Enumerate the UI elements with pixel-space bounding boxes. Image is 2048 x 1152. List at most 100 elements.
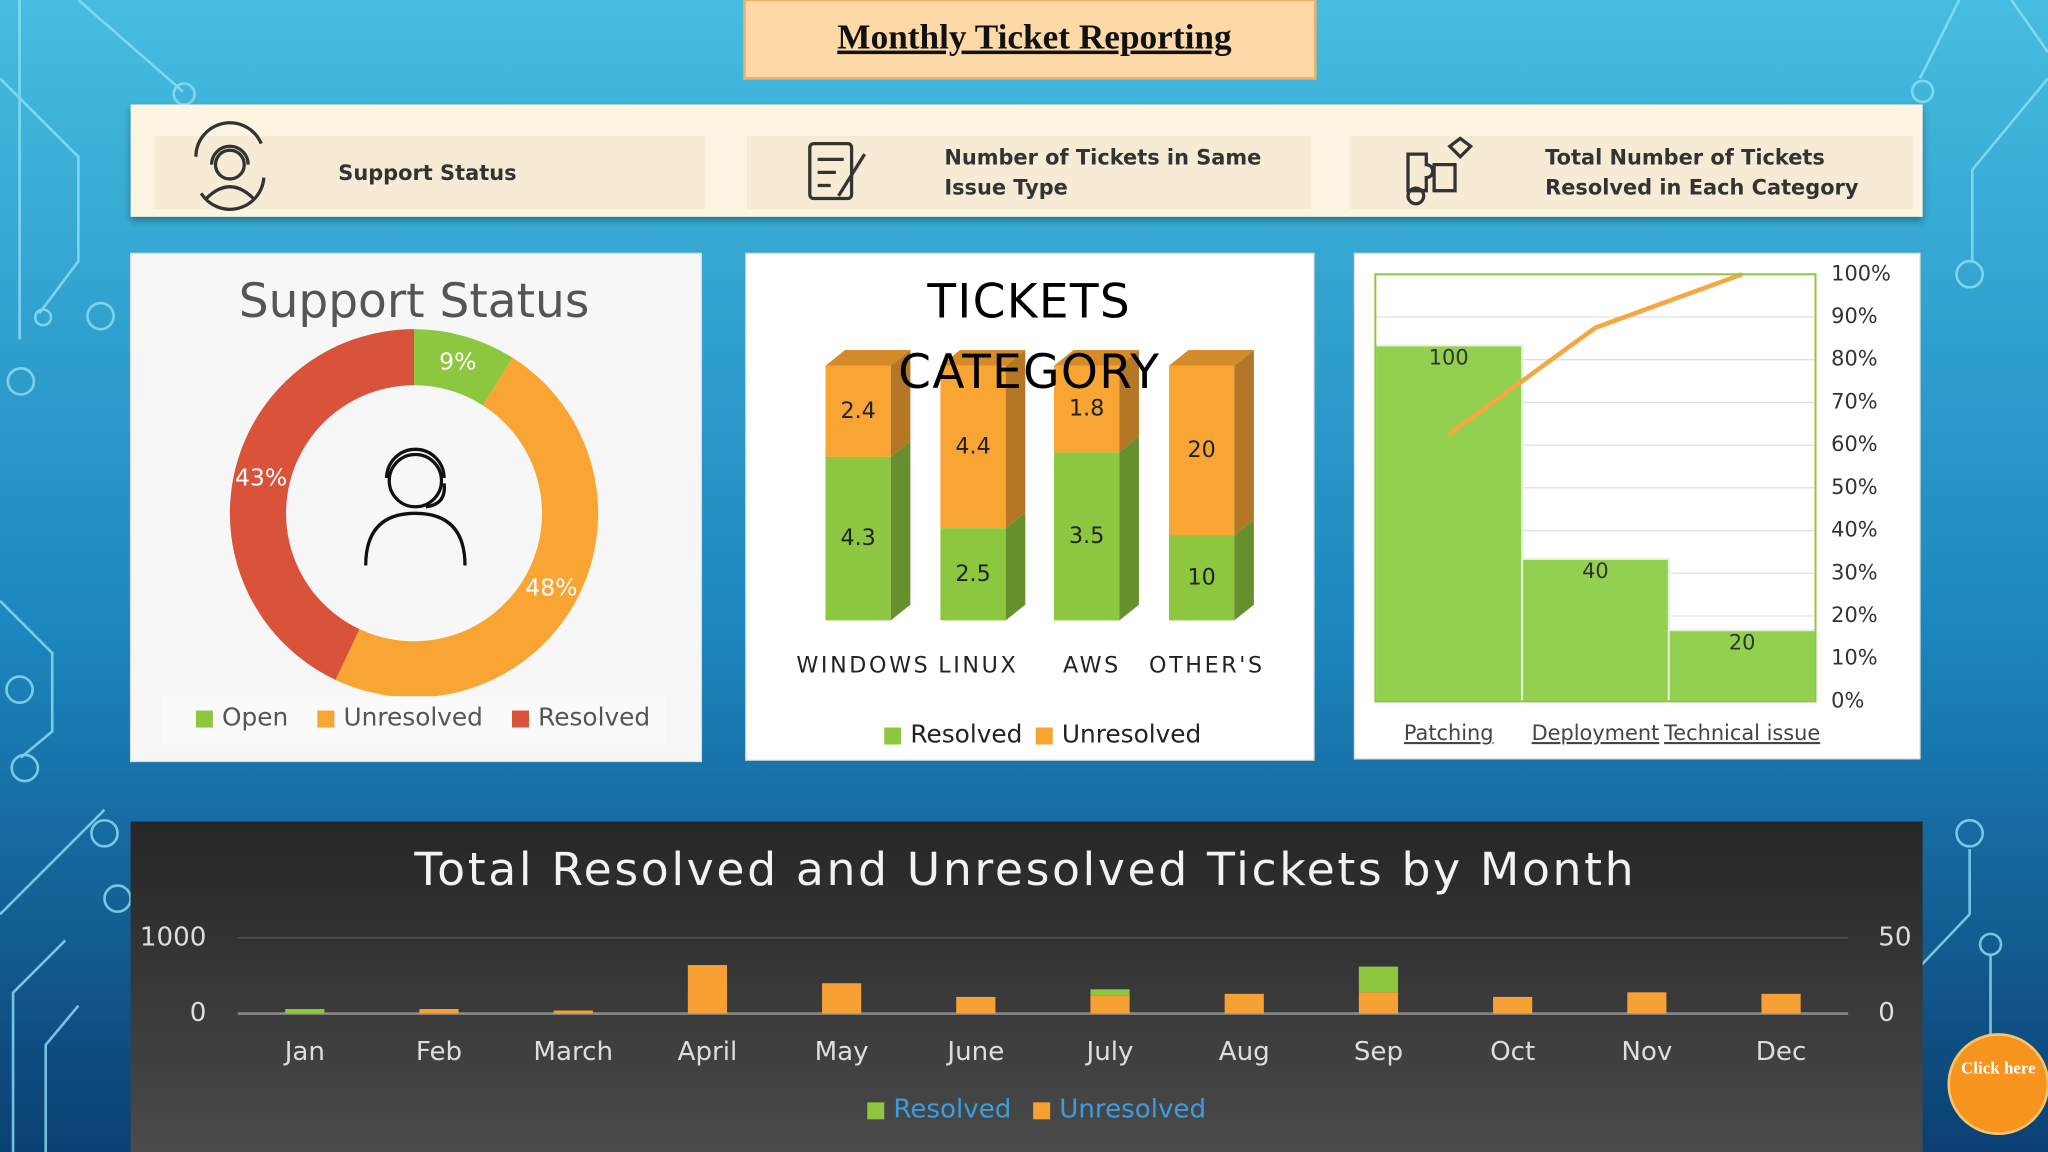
data-label: 10: [1188, 564, 1216, 590]
x-tick-label: June: [945, 1037, 1004, 1067]
y2-tick-label: 30%: [1831, 560, 1877, 584]
donut-segment: [335, 357, 599, 698]
x-tick-label: Aug: [1219, 1037, 1270, 1067]
bar-segment: [1761, 993, 1801, 1014]
bar-segment: [553, 1010, 593, 1014]
x-tick-label: Feb: [416, 1037, 462, 1067]
chart-title-box: TICKETS CATEGORY: [898, 275, 1161, 400]
bar-segment: [1168, 535, 1235, 621]
chart-title: TICKETS CATEGORY: [898, 275, 1161, 400]
y2-tick-label: 90%: [1831, 304, 1877, 328]
x-tick-label: OTHER'S: [1149, 653, 1265, 679]
y-tick-label: 0: [190, 998, 207, 1028]
bar-segment: [1493, 996, 1533, 1014]
plot-border: [1374, 273, 1817, 703]
bar-side-shade: [1119, 350, 1139, 453]
chart-title: Total Resolved and Unresolved Tickets by…: [413, 843, 1636, 896]
header-icons: [194, 121, 1474, 211]
x-tick-label: Patching: [1404, 721, 1494, 745]
legend-label: Open: [222, 702, 288, 731]
legend-label: Resolved: [910, 719, 1022, 748]
y2-tick-label: 50%: [1831, 475, 1877, 499]
bar: [1521, 558, 1670, 703]
data-label: 20: [1729, 630, 1756, 654]
x-tick-label: Technical issue: [1663, 721, 1820, 745]
bar-side-shade: [890, 441, 911, 621]
x-tick-label: March: [533, 1037, 613, 1067]
donut-segment: [414, 329, 513, 406]
y2-tick-label: 40%: [1831, 518, 1877, 542]
bar-segment: [1358, 966, 1399, 993]
x-tick-label: Dec: [1756, 1037, 1807, 1067]
bar-segment: [1090, 989, 1130, 996]
header-label: Total Number of Tickets Resolved in Each…: [1545, 144, 1859, 200]
bar-side-shade: [1005, 350, 1026, 529]
y2-tick-label: 70%: [1831, 389, 1877, 413]
page-title: Monthly Ticket Reporting: [837, 18, 1232, 57]
x-tick-label: July: [1085, 1037, 1134, 1067]
x-tick-label: Nov: [1621, 1037, 1672, 1067]
person-icon: [364, 447, 467, 566]
y-tick-label: 1000: [140, 922, 206, 952]
legend-swatch: [317, 710, 335, 728]
legend-swatch: [195, 710, 213, 728]
data-label: 43%: [235, 464, 287, 492]
legend-label: Unresolved: [1062, 719, 1201, 748]
y2-tick-label: 0%: [1831, 688, 1864, 712]
bar-segment: [956, 996, 996, 1014]
data-label: 40: [1582, 559, 1609, 583]
legend-label: Resolved: [538, 702, 650, 731]
legend-swatch: [867, 1102, 885, 1120]
bar-top-shade: [825, 350, 911, 366]
x-tick-label: April: [678, 1037, 738, 1067]
legend-label: Resolved: [893, 1095, 1011, 1125]
legend-label: Unresolved: [1059, 1095, 1206, 1125]
cumulative-line: [1447, 272, 1743, 437]
bar-segment: [1224, 993, 1264, 1014]
header-card: [154, 135, 706, 209]
click-button-label: Click here: [1961, 1057, 2036, 1078]
bar-segment: [825, 365, 891, 457]
data-label: 2.5: [955, 561, 990, 587]
bar-segment: [1358, 992, 1399, 1014]
header-label-box: Support Status: [338, 160, 517, 185]
chart-title: Support Status: [239, 274, 590, 329]
data-label: 100: [1429, 346, 1469, 370]
click-button-label-box: Click here: [1961, 1057, 2036, 1078]
title-box: [743, 0, 1317, 80]
data-label: 1.8: [1069, 395, 1104, 421]
bar-side-shade: [1005, 512, 1026, 621]
header-card: [1349, 135, 1914, 209]
legend-swatch: [512, 710, 529, 728]
x-tick-label: Deployment: [1532, 721, 1660, 745]
bar-segment: [1168, 365, 1235, 536]
legend-swatch: [884, 727, 902, 745]
header-label-box: Number of Tickets in Same Issue Type: [944, 144, 1262, 200]
header-label: Number of Tickets in Same Issue Type: [944, 144, 1262, 200]
x-tick-label: Jan: [283, 1037, 325, 1067]
legend-swatch: [1033, 1102, 1051, 1120]
bar-segment: [940, 365, 1006, 529]
data-label: 48%: [525, 573, 577, 601]
header-label: Support Status: [338, 160, 517, 185]
data-label: 3.5: [1069, 523, 1104, 549]
y2-tick-label: 80%: [1831, 347, 1877, 371]
y2-tick-label: 20%: [1831, 603, 1877, 627]
data-label: 4.4: [955, 433, 990, 459]
bar-side-shade: [1119, 436, 1139, 621]
bar-top-shade: [1168, 350, 1254, 366]
data-label: 2.4: [840, 398, 875, 424]
x-tick-label: AWS: [1063, 653, 1121, 679]
bar-side-shade: [1234, 350, 1254, 536]
y2-tick-label: 50: [1878, 922, 1911, 952]
legend-label: Unresolved: [344, 702, 483, 731]
legend-box: [163, 696, 667, 744]
bar-segment: [687, 965, 728, 1014]
header-label-box: Total Number of Tickets Resolved in Each…: [1545, 144, 1859, 200]
bar-segment: [825, 456, 891, 621]
panel: [130, 821, 1923, 1152]
bar-segment: [419, 1009, 459, 1014]
header-card: [747, 135, 1312, 209]
